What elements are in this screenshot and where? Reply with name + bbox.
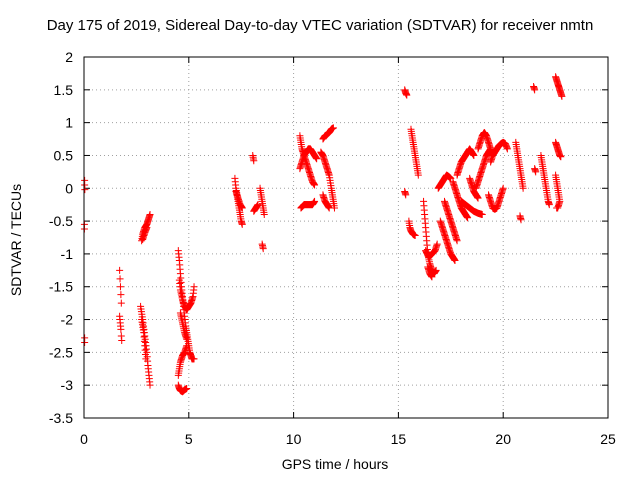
data-point bbox=[260, 211, 268, 219]
data-point bbox=[487, 145, 495, 153]
data-point bbox=[117, 325, 125, 333]
data-point bbox=[142, 355, 150, 363]
y-tick-label: -0.5 bbox=[49, 213, 73, 229]
y-tick-label: 1.5 bbox=[54, 82, 74, 98]
data-point bbox=[190, 283, 198, 291]
data-point bbox=[116, 275, 124, 283]
x-tick-label: 20 bbox=[495, 431, 511, 447]
data-point bbox=[143, 224, 151, 232]
data-point bbox=[329, 124, 337, 132]
data-point bbox=[451, 256, 459, 264]
y-tick-label: -3.5 bbox=[49, 410, 73, 426]
axis-ticks: -3.5-3-2.5-2-1.5-1-0.500.511.520 5 10 15 20 2… bbox=[49, 49, 616, 447]
data-point bbox=[81, 339, 89, 347]
x-axis-label: GPS time / hours bbox=[281, 456, 389, 472]
data-point bbox=[519, 184, 527, 192]
data-point bbox=[146, 211, 154, 219]
data-point bbox=[553, 204, 561, 212]
data-point bbox=[325, 204, 333, 212]
data-point bbox=[402, 191, 410, 199]
chart-title: Day 175 of 2019, Sidereal Day-to-day VTE… bbox=[46, 17, 594, 34]
data-point bbox=[81, 186, 89, 194]
data-point bbox=[517, 216, 525, 224]
data-point bbox=[259, 245, 267, 253]
y-tick-label: -1 bbox=[61, 246, 74, 262]
data-point bbox=[183, 335, 191, 343]
data-points bbox=[80, 73, 566, 396]
y-tick-label: -1.5 bbox=[49, 279, 73, 295]
data-point bbox=[117, 299, 125, 307]
x-tick-label: 15 bbox=[391, 431, 407, 447]
data-point bbox=[250, 157, 258, 165]
data-point bbox=[414, 171, 422, 179]
y-tick-label: -2.5 bbox=[49, 344, 73, 360]
data-point bbox=[116, 283, 124, 291]
data-point bbox=[432, 266, 440, 274]
x-tick-label: 10 bbox=[286, 431, 302, 447]
x-tick-label: 0 bbox=[80, 431, 88, 447]
data-point bbox=[238, 220, 246, 228]
y-tick-label: 1 bbox=[65, 115, 73, 131]
data-point bbox=[238, 204, 246, 212]
y-tick-label: 2 bbox=[65, 49, 73, 65]
data-point bbox=[453, 237, 461, 245]
data-point bbox=[470, 151, 478, 159]
data-point bbox=[118, 337, 126, 345]
grid-lines bbox=[84, 57, 608, 418]
data-point bbox=[503, 145, 511, 153]
data-point bbox=[531, 86, 539, 94]
data-point bbox=[313, 155, 321, 163]
data-point bbox=[403, 91, 411, 99]
data-point bbox=[545, 201, 553, 209]
y-tick-label: -3 bbox=[61, 377, 74, 393]
data-point bbox=[116, 266, 124, 274]
data-point bbox=[532, 168, 540, 176]
data-point bbox=[254, 201, 262, 209]
data-point bbox=[464, 214, 472, 222]
data-point bbox=[428, 273, 436, 281]
x-tick-label: 5 bbox=[185, 431, 193, 447]
data-point bbox=[311, 181, 319, 189]
plot-frame bbox=[83, 56, 609, 419]
y-tick-label: -2 bbox=[61, 312, 74, 328]
data-point bbox=[183, 342, 191, 350]
data-point bbox=[478, 211, 486, 219]
data-point bbox=[146, 381, 154, 389]
data-point bbox=[499, 184, 507, 192]
y-tick-label: 0 bbox=[65, 180, 73, 196]
data-point bbox=[117, 291, 125, 299]
data-point bbox=[411, 232, 419, 240]
data-point bbox=[311, 197, 319, 205]
data-point bbox=[183, 384, 191, 392]
data-point bbox=[433, 240, 441, 248]
data-point bbox=[474, 194, 482, 202]
data-point bbox=[190, 355, 198, 363]
y-tick-label: 0.5 bbox=[54, 147, 74, 163]
data-point bbox=[557, 153, 565, 161]
x-tick-label: 25 bbox=[600, 431, 616, 447]
data-point bbox=[558, 92, 566, 100]
